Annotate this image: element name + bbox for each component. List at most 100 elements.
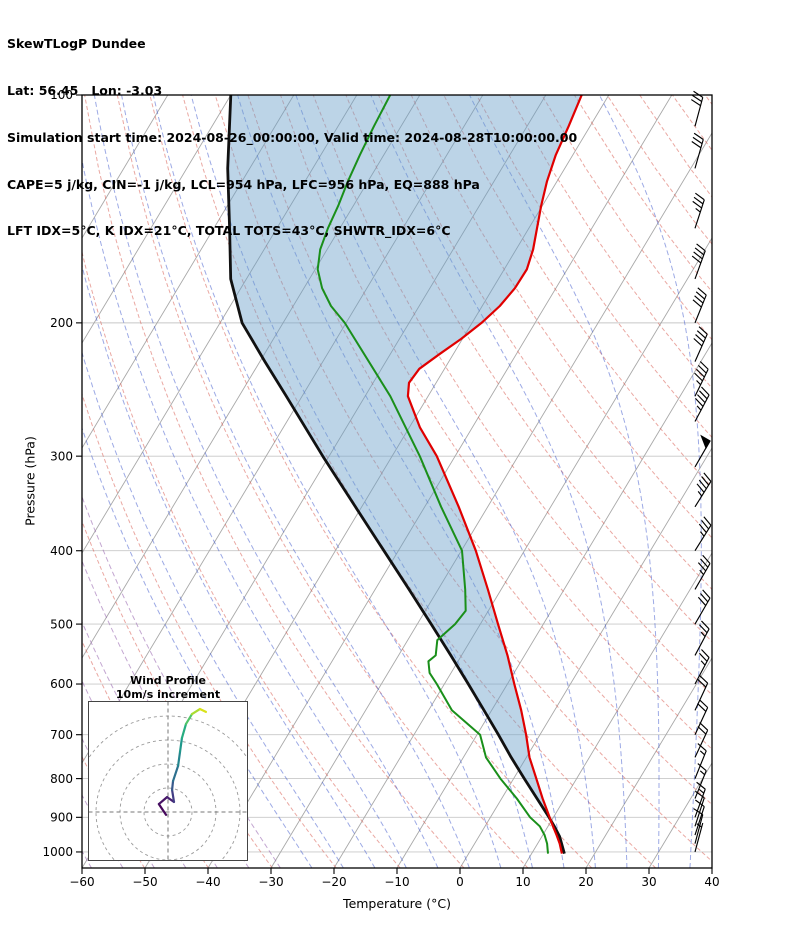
dry-adiabat-line — [704, 95, 712, 106]
hodograph-trace-segment — [157, 796, 169, 806]
hodograph-trace-segment — [180, 722, 188, 740]
axes: −60 −50 −40 −30 −20 −10 0 10 20 30 40 100 200 300 400 5… — [42, 88, 719, 889]
dry-adiabat-line — [82, 639, 209, 868]
x-axis-label: Temperature (°C) — [343, 896, 451, 911]
isotherm-line — [82, 95, 358, 554]
isotherm-line — [396, 342, 712, 868]
moist-adiabat-line — [295, 95, 596, 868]
dry-adiabat-line — [182, 95, 657, 868]
dry-adiabat-line — [738, 95, 794, 868]
times-line: Simulation start time: 2024-08-26_00:00:… — [7, 129, 578, 145]
moist-adiabat-line — [237, 95, 565, 868]
moist-adiabat-line — [784, 95, 794, 868]
isotherm-line — [711, 867, 712, 868]
wind-barb — [694, 554, 711, 590]
hodograph-trace-segment — [170, 788, 176, 804]
stability-indices-line1: CAPE=5 j/kg, CIN=-1 j/kg, LCL=954 hPa, L… — [7, 176, 480, 192]
hodograph-inset — [88, 701, 248, 861]
wind-barb — [694, 722, 709, 758]
x-tick-label: −30 — [258, 875, 283, 889]
wind-barb — [693, 808, 704, 844]
hodograph-trace-segment — [157, 802, 168, 816]
dry-adiabat-line — [214, 95, 712, 862]
wind-barb — [691, 243, 706, 280]
isotherm-line — [270, 132, 712, 868]
x-tick-label: −60 — [69, 875, 94, 889]
profile-curves — [226, 95, 583, 854]
cape-shading — [227, 95, 582, 837]
moist-adiabat-line — [753, 95, 794, 868]
dry-adiabat-line — [280, 95, 712, 750]
wind-barb — [692, 287, 707, 324]
isotherm-line — [82, 95, 421, 659]
y-tick-label: 800 — [50, 772, 73, 786]
isotherm-line — [459, 447, 712, 868]
isotherm-line — [522, 552, 712, 868]
moist-adiabat-line — [370, 95, 628, 868]
x-tick-label: 30 — [641, 875, 656, 889]
wind-barb — [694, 699, 709, 735]
hodograph-trace-segment — [176, 750, 182, 768]
y-tick-label: 400 — [50, 544, 73, 558]
x-tick-label: −20 — [321, 875, 346, 889]
location-line: Lat: 56.45 Lon: -3.03 — [7, 82, 163, 98]
hodograph-title-line1: Wind Profile — [130, 674, 206, 687]
wind-barb — [692, 192, 705, 229]
header-block: SkewTLogP Dundee Lat: 56.45 Lon: -3.03 S… — [7, 5, 577, 270]
hodograph-trace-segment — [170, 779, 175, 792]
hodograph-title: Wind Profile 10m/s increment — [116, 674, 220, 701]
isotherm-line — [207, 95, 673, 868]
wind-barbs — [690, 90, 712, 853]
dry-adiabat-line — [639, 95, 712, 198]
wind-barb — [694, 781, 706, 818]
wind-barb — [694, 589, 711, 625]
moist-adiabat-line — [82, 350, 344, 868]
temperature-curve — [406, 95, 583, 854]
x-tick-label: 20 — [578, 875, 593, 889]
moist-adiabat-line — [93, 95, 439, 868]
x-tick-label: 10 — [515, 875, 530, 889]
dry-adiabat-line — [410, 95, 712, 539]
wind-barb — [694, 434, 711, 468]
stability-indices-line2: LFT IDX=5°C, K IDX=21°C, TOTAL TOTS=43°C… — [7, 223, 451, 239]
wind-barb — [691, 132, 704, 169]
dry-adiabat-line — [541, 95, 712, 341]
hodograph-title-line2: 10m/s increment — [115, 687, 221, 701]
hodograph-trace-segment — [171, 764, 180, 783]
y-tick-label: 600 — [50, 677, 73, 691]
y-tick-label: 900 — [50, 811, 73, 825]
hodograph-border — [88, 701, 248, 861]
hodograph-trace-segment — [198, 707, 208, 714]
dry-adiabat-line — [116, 95, 529, 868]
wind-barb — [694, 472, 712, 508]
wind-barb — [694, 822, 704, 853]
x-tick-label: −40 — [195, 875, 220, 889]
moist-adiabat-line — [190, 95, 533, 868]
dry-adiabat-line — [573, 95, 712, 293]
dry-adiabat-line — [247, 95, 712, 806]
shaded-area — [227, 95, 582, 837]
wind-barb — [690, 90, 704, 127]
x-tick-label: 0 — [456, 875, 464, 889]
y-tick-label: 1000 — [42, 845, 73, 859]
y-tick-label: 200 — [50, 316, 73, 330]
wind-barb — [694, 516, 712, 552]
moist-adiabat-line — [721, 95, 759, 868]
dry-adiabat-line — [82, 392, 337, 868]
moist-adiabat-line — [152, 95, 502, 868]
wind-barb — [694, 386, 710, 422]
y-tick-label: 700 — [50, 728, 73, 742]
x-tick-label: −10 — [384, 875, 409, 889]
chart-title: SkewTLogP Dundee — [7, 36, 146, 52]
wind-barb — [694, 675, 709, 711]
isotherm-line — [82, 95, 295, 449]
isotherm-line — [648, 762, 712, 868]
y-tick-label: 500 — [50, 617, 73, 631]
dry-adiabat-line — [378, 95, 712, 591]
wind-barb — [694, 763, 707, 799]
dewpoint-curve — [316, 95, 549, 854]
dry-adiabat-line — [671, 95, 712, 152]
y-tick-label: 100 — [50, 88, 73, 102]
